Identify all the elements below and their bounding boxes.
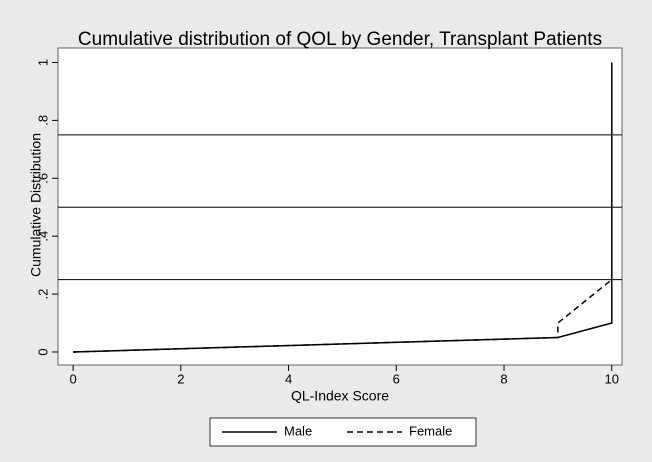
chart-title: Cumulative distribution of QOL by Gender… [78, 29, 602, 50]
x-tick-label: 8 [500, 371, 507, 386]
y-tick-label: 0 [35, 348, 50, 355]
x-tick-label: 4 [285, 371, 292, 386]
y-tick-label: .2 [35, 289, 50, 300]
y-tick-label: 1 [35, 59, 50, 66]
y-tick-label: .8 [35, 115, 50, 126]
x-tick-label: 2 [177, 371, 184, 386]
legend-label: Male [284, 423, 312, 438]
x-tick-label: 10 [605, 371, 619, 386]
plot-area [57, 47, 623, 366]
legend-label: Female [409, 423, 452, 438]
x-tick-label: 6 [393, 371, 400, 386]
y-axis-label: Cumulative Distribution [28, 133, 44, 277]
y-tick-label: .4 [35, 231, 50, 242]
series-line [73, 62, 613, 353]
x-tick-label: 0 [69, 371, 76, 386]
x-axis-label: QL-Index Score [291, 388, 389, 404]
y-tick-label: .6 [35, 173, 50, 184]
